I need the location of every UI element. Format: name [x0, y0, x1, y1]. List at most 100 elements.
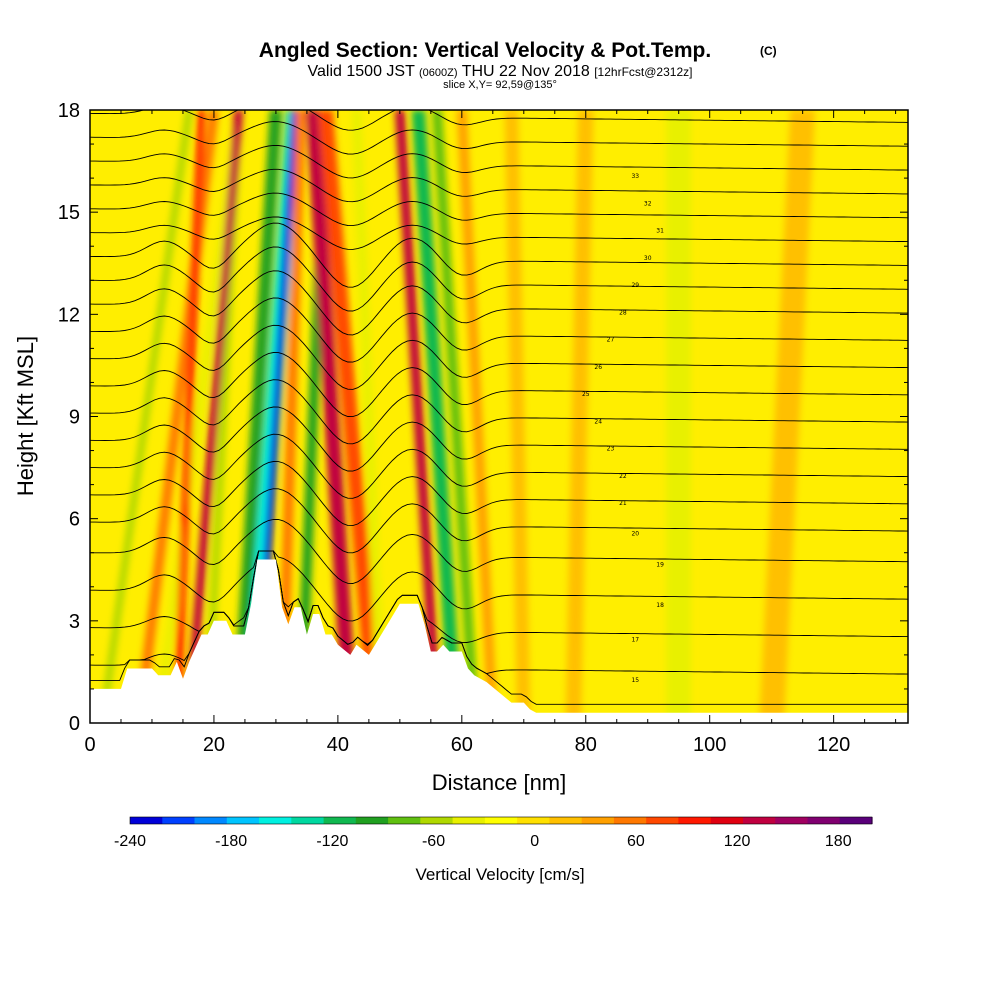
contour-label: 17: [631, 636, 639, 643]
y-tick-label: 15: [58, 202, 80, 224]
colorbar-swatch: [743, 817, 776, 824]
theta-contour-3: [90, 550, 908, 622]
colorbar-tick-label: -60: [422, 833, 445, 850]
valid-time-line: Valid 1500 JST (0600Z) THU 22 Nov 2018 […: [308, 63, 693, 80]
theta-contour-7: [90, 433, 908, 499]
velocity-band-4: [204, 110, 243, 723]
contour-label: 24: [594, 418, 602, 425]
contour-label: 30: [644, 255, 652, 262]
colorbar-swatch: [678, 817, 712, 824]
x-tick-label: 100: [693, 734, 726, 756]
valid-utc: (0600Z): [419, 67, 458, 79]
theta-contour-14: [90, 246, 908, 312]
theta-contour-4: [90, 518, 908, 584]
colorbar-swatch: [194, 817, 228, 824]
y-tick-label: 18: [58, 100, 80, 122]
x-axis-label: Distance [nm]: [432, 770, 567, 795]
velocity-band-21: [759, 110, 815, 723]
colorbar-tick-label: 0: [530, 833, 539, 850]
colorbar-label: Vertical Velocity [cm/s]: [415, 865, 584, 884]
colorbar-frame: [129, 816, 873, 825]
contour-label: 15: [631, 677, 639, 684]
theta-contour-9: [90, 379, 908, 445]
x-tick-label: 120: [817, 734, 850, 756]
y-tick-label: 0: [69, 713, 80, 735]
velocity-band-13: [351, 110, 387, 723]
theta-contour-18: [90, 168, 908, 203]
velocity-band-11: [305, 110, 358, 723]
x-axis: 0 20 40 60 80 100 120: [84, 110, 897, 756]
colorbar-swatch: [226, 817, 260, 824]
y-tick-label: 3: [69, 611, 80, 633]
colorbar-swatch: [130, 817, 163, 824]
x-tick-label: 0: [84, 734, 95, 756]
velocity-band-15: [411, 110, 463, 723]
colorbar-swatch: [452, 817, 486, 824]
theta-contour-10: [90, 352, 908, 418]
theta-contour-17: [90, 192, 908, 227]
contour-label: 22: [619, 473, 627, 480]
colorbar-tick-label: 60: [627, 833, 645, 850]
terrain-mask: [90, 559, 908, 723]
colorbar-swatch: [259, 817, 292, 824]
theta-contour-5: [90, 488, 908, 554]
theta-contour-6: [90, 461, 908, 527]
theta-contour-8: [90, 406, 908, 472]
colorbar-swatch: [549, 817, 583, 824]
contour-label: 32: [644, 200, 652, 207]
colorbar-swatch: [807, 817, 841, 824]
x-tick-label: 80: [575, 734, 597, 756]
colorbar-swatch: [646, 817, 680, 824]
contour-label: 25: [582, 391, 590, 398]
colorbar-tick-label: -240: [114, 833, 146, 850]
forecast-info: [12hrFcst@2312z]: [594, 65, 692, 79]
y-axis: 0 3 6 9 12 15 18: [58, 100, 908, 735]
colorbar-swatch: [323, 817, 357, 824]
contour-label: 18: [656, 602, 664, 609]
theta-contour-21: [90, 110, 908, 131]
velocity-band-18: [504, 110, 531, 723]
valid-date: THU 22 Nov 2018: [462, 63, 590, 80]
velocity-band-3: [173, 110, 206, 723]
chart-title: Angled Section: Vertical Velocity & Pot.…: [259, 39, 711, 62]
colorbar-swatch: [388, 817, 421, 824]
contour-label: 31: [656, 228, 664, 235]
y-tick-label: 6: [69, 509, 80, 531]
contour-label: 21: [619, 500, 627, 507]
colorbar-swatch: [355, 817, 389, 824]
contour-label: 26: [594, 364, 602, 371]
contour-label: 20: [631, 531, 639, 538]
colorbar-swatch: [613, 817, 647, 824]
contour-label: 23: [607, 446, 615, 453]
theta-contour-16: [90, 216, 908, 250]
x-tick-label: 60: [451, 734, 473, 756]
valid-prefix: Valid 1500 JST: [308, 63, 416, 80]
colorbar: -240 -180 -120 -60 0 60 120 180: [114, 816, 873, 850]
theta-contour-13: [90, 270, 908, 336]
contour-label: 27: [607, 337, 615, 344]
y-axis-label: Height [Kft MSL]: [13, 336, 38, 496]
colorbar-swatch: [839, 817, 873, 824]
velocity-band-6: [232, 110, 283, 723]
colorbar-swatch: [710, 817, 744, 824]
y-tick-label: 9: [69, 407, 80, 429]
theta-contour-19: [90, 144, 908, 179]
velocity-band-2: [154, 110, 243, 723]
colorbar-tick-label: 120: [724, 833, 751, 850]
colorbar-tick-label: -180: [215, 833, 247, 850]
velocity-band-16: [432, 110, 480, 723]
contour-label: 28: [619, 309, 627, 316]
colorbar-swatch: [775, 817, 809, 824]
velocity-band-17: [456, 110, 498, 723]
colorbar-swatch: [162, 817, 196, 824]
velocity-band-5: [184, 110, 244, 723]
contour-label: 29: [631, 282, 639, 289]
colorbar-swatch: [484, 817, 518, 824]
theta-contour-12: [90, 297, 908, 363]
x-tick-label: 40: [327, 734, 349, 756]
velocity-band-0: [98, 110, 193, 723]
x-tick-label: 20: [203, 734, 225, 756]
colorbar-swatch: [517, 817, 550, 824]
contour-label: 33: [631, 173, 639, 180]
